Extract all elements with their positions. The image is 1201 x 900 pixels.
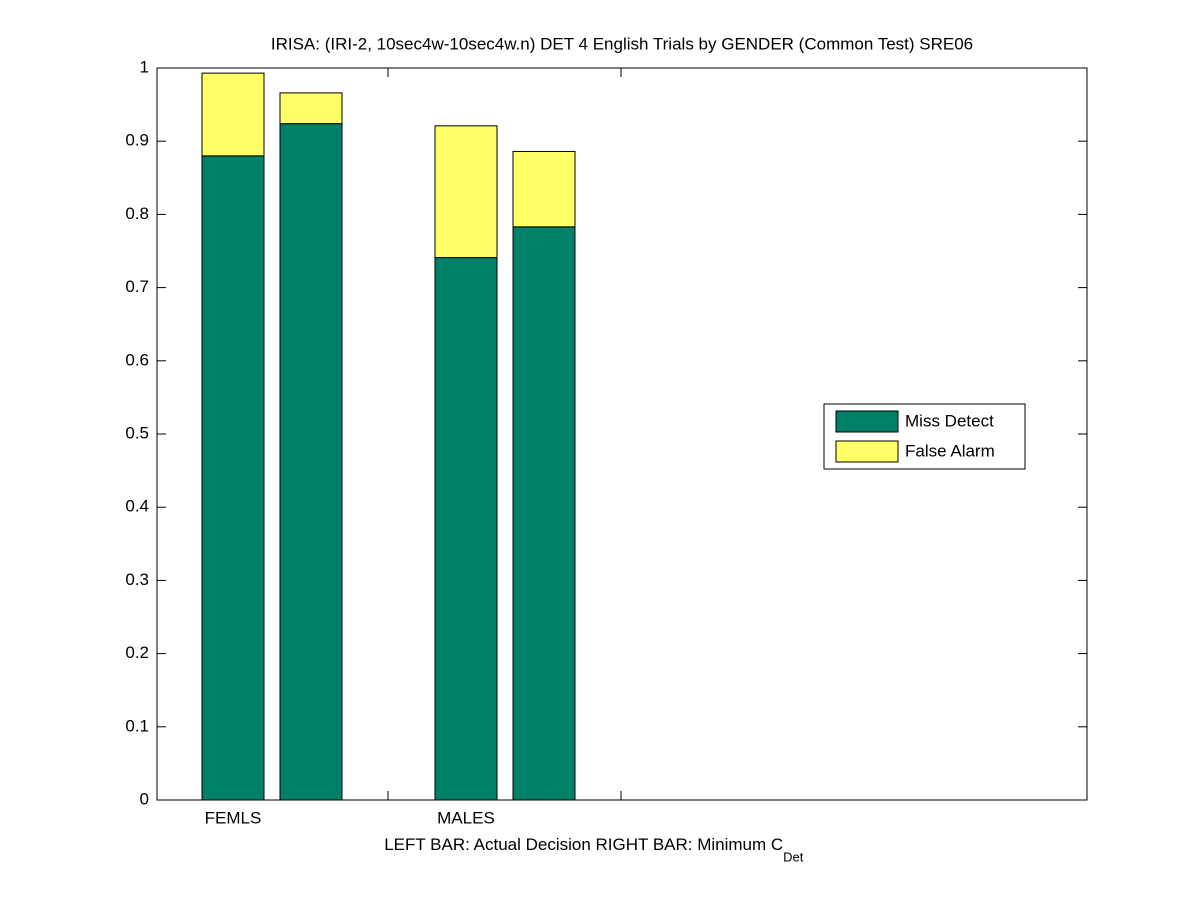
y-tick-label: 1 bbox=[140, 57, 149, 76]
x-axis-label-text: LEFT BAR: Actual Decision RIGHT BAR: Min… bbox=[384, 835, 783, 854]
chart-title: IRISA: (IRI-2, 10sec4w-10sec4w.n) DET 4 … bbox=[271, 34, 973, 53]
legend-label: Miss Detect bbox=[905, 411, 994, 430]
legend-label: False Alarm bbox=[905, 441, 995, 460]
bar-segment bbox=[512, 226, 576, 801]
y-tick-label: 0.7 bbox=[125, 277, 149, 296]
y-tick-label: 0 bbox=[140, 789, 149, 808]
y-tick-label: 0.6 bbox=[125, 350, 149, 369]
y-tick-label: 0.4 bbox=[125, 497, 149, 516]
x-tick-label: MALES bbox=[437, 808, 495, 827]
y-tick-label: 0.3 bbox=[125, 570, 149, 589]
bar-segment bbox=[512, 150, 576, 228]
bar-segment bbox=[279, 92, 343, 125]
y-tick-label: 0.8 bbox=[125, 204, 149, 223]
y-tick-label: 0.1 bbox=[125, 716, 149, 735]
bar-segment bbox=[201, 72, 265, 157]
y-tick-label: 0.9 bbox=[125, 131, 149, 150]
legend-swatch bbox=[835, 440, 899, 463]
bar-segment bbox=[434, 257, 498, 801]
x-axis-label-subscript: Det bbox=[783, 849, 804, 864]
bar-segment bbox=[434, 125, 498, 259]
y-tick-label: 0.5 bbox=[125, 423, 149, 442]
bar-segment bbox=[201, 155, 265, 801]
x-axis-label: LEFT BAR: Actual Decision RIGHT BAR: Min… bbox=[384, 835, 783, 854]
y-tick-label: 0.2 bbox=[125, 643, 149, 662]
legend-swatch bbox=[835, 410, 899, 433]
bar-segment bbox=[279, 123, 343, 801]
x-tick-label: FEMLS bbox=[205, 808, 262, 827]
